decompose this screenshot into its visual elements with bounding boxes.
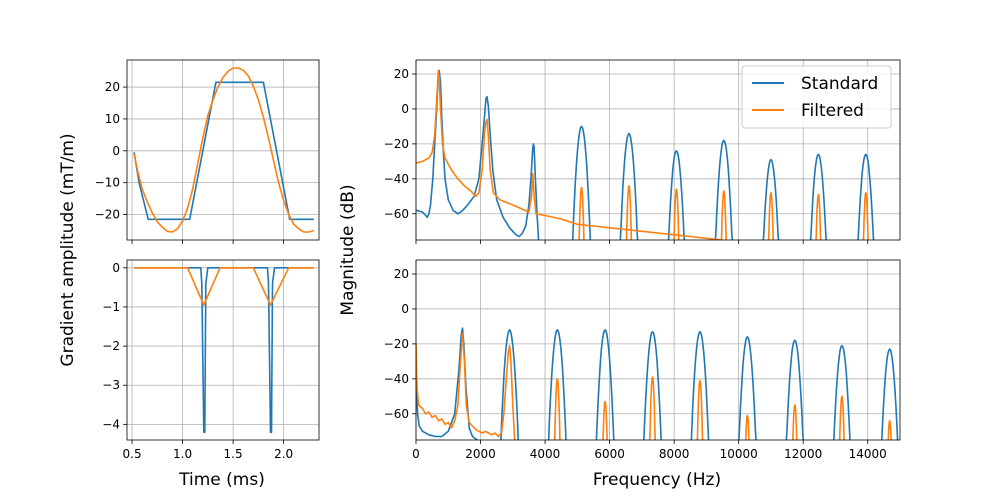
- spectrum-top-filtered-peak-1: [578, 186, 585, 240]
- slew-rate-ytick-label-3: −1: [102, 300, 120, 314]
- slew-rate-xtick-label-0: 0.5: [123, 447, 142, 461]
- panel-spectrum-top: −60 −40 −20 0 20: [384, 59, 901, 244]
- spectrum-bottom-ytick-label-3: 0: [401, 302, 409, 316]
- slew-rate-ytick-label-0: −4: [102, 417, 120, 431]
- slew-rate-xtick-label-2: 1.5: [224, 447, 243, 461]
- spectrum-bottom-xtick-label-0: 0: [412, 447, 420, 461]
- slew-rate-frame: [126, 259, 320, 441]
- spectrum-bottom-xtick-label-2: 4000: [530, 447, 561, 461]
- spectrum-bottom-standard-peak-1: [500, 329, 520, 440]
- spectrum-bottom-standard-peak-9: [881, 348, 899, 440]
- legend-frame: [741, 65, 892, 129]
- slew-rate-ytick-label-2: −2: [102, 339, 120, 353]
- spectrum-bottom-xtick-label-1: 2000: [465, 447, 496, 461]
- spectrum-bottom-standard-peak-3: [595, 329, 615, 440]
- spectrum-bottom-filtered-peak-2: [602, 400, 608, 440]
- spectrum-top-frame: [415, 59, 901, 241]
- spectrum-bottom-standard-peak-5: [690, 330, 710, 440]
- slew-rate-filtered-line: [134, 267, 314, 306]
- spectrum-top-standard-peak-4: [714, 139, 734, 240]
- spectrum-top-standard-peak-6: [809, 153, 827, 240]
- spectrum-top-standard-peak-3: [667, 150, 686, 240]
- spectrum-top-standard-peak-5: [762, 158, 780, 240]
- spectrum-bottom-standard-peak-8: [832, 344, 851, 440]
- spectrum-top-ytick-label-0: −60: [384, 207, 409, 221]
- spectrum-top-standard-peak-2: [619, 132, 639, 240]
- spectrum-top-filtered-peak-7: [862, 192, 869, 240]
- spectrum-bottom-standard-peak-4: [643, 330, 662, 440]
- spectrum-bottom-filtered-peak-1: [553, 378, 561, 440]
- gradient-waveform-ytick-label-2: 0: [112, 144, 120, 158]
- spectrum-bottom-filtered-peak-8: [887, 420, 892, 440]
- spectrum-top-ytick-label-4: 20: [394, 67, 409, 81]
- spectrum-bottom-filtered-peak-6: [792, 404, 798, 440]
- spectrum-bottom-ytick-label-1: −40: [384, 372, 409, 386]
- panel-slew-rate: 0.5 1.0 1.5 2.0 −4 −3 −2 −1 0: [102, 259, 320, 461]
- spectrum-bottom-ytick-label-4: 20: [394, 267, 409, 281]
- spectrum-bottom-frame: [415, 259, 901, 441]
- legend-label-standard: Standard: [801, 74, 878, 94]
- spectrum-top-ytick-label-1: −40: [384, 172, 409, 186]
- left-y-axis-label: Gradient amplitude (mT/m): [58, 133, 78, 366]
- gradient-waveform-ytick-label-1: −10: [95, 176, 120, 190]
- spectrum-bottom-xtick-label-7: 14000: [849, 447, 887, 461]
- spectrum-bottom-standard-peak-6: [738, 336, 757, 440]
- spectrum-bottom-standard-peak-2: [547, 329, 567, 440]
- spectrum-bottom-filtered-peak-5: [744, 414, 750, 440]
- gradient-waveform-ytick-label-3: 10: [105, 112, 120, 126]
- spectrum-bottom-xtick-label-4: 8000: [659, 447, 690, 461]
- spectrum-bottom-ytick-label-2: −20: [384, 337, 409, 351]
- spectrum-bottom-filtered-peak-7: [838, 395, 845, 440]
- spectrum-bottom-xtick-label-3: 6000: [594, 447, 625, 461]
- spectrum-top-standard-peak-7: [857, 153, 875, 240]
- legend: Standard Filtered: [741, 65, 892, 129]
- slew-rate-ytick-label-4: 0: [112, 261, 120, 275]
- spectrum-bottom-filtered-peak-3: [649, 376, 657, 440]
- slew-rate-xtick-label-3: 2.0: [274, 447, 293, 461]
- panel-spectrum-bottom: 0 2000 4000 6000 8000 10000 12000 14000 −60 −40 −2…: [384, 259, 901, 461]
- spectrum-top-filtered-peak-2: [625, 185, 633, 240]
- gradient-waveform-frame: [126, 59, 320, 241]
- spectrum-bottom-ytick-label-0: −60: [384, 407, 409, 421]
- left-x-axis-label: Time (ms): [178, 470, 265, 490]
- gradient-waveform-ytick-label-0: −20: [95, 208, 120, 222]
- spectrum-top-filtered-peak-5: [767, 192, 775, 240]
- spectrum-top-ytick-label-2: −20: [384, 137, 409, 151]
- spectrum-bottom-xtick-label-5: 10000: [720, 447, 758, 461]
- spectrum-bottom-standard-peak-7: [785, 339, 805, 440]
- spectrum-bottom-filtered-baseline: [416, 332, 516, 440]
- panel-gradient-waveform: −20 −10 0 10 20: [95, 59, 320, 244]
- spectrum-top-ytick-label-3: 0: [401, 102, 409, 116]
- spectrum-bottom-standard-baseline: [416, 327, 478, 440]
- gradient-waveform-standard-line: [133, 81, 314, 221]
- spectrum-top-filtered-peak-3: [673, 188, 680, 240]
- gradient-waveform-ytick-label-4: 20: [105, 80, 120, 94]
- right-y-axis-label: Magnitude (dB): [338, 184, 358, 315]
- slew-rate-xtick-label-1: 1.0: [173, 447, 192, 461]
- gradient-waveform-filtered-line: [133, 67, 315, 233]
- spectrum-top-filtered-peak-4: [720, 190, 727, 240]
- right-x-axis-label: Frequency (Hz): [593, 470, 721, 490]
- slew-rate-ytick-label-1: −3: [102, 378, 120, 392]
- spectrum-top-filtered-baseline: [416, 69, 723, 240]
- legend-label-filtered: Filtered: [801, 101, 864, 121]
- spectrum-bottom-xtick-label-6: 12000: [784, 447, 822, 461]
- spectrum-bottom-filtered-peak-4: [696, 379, 704, 440]
- spectrum-top-standard-peak-1: [571, 125, 592, 240]
- spectrum-top-filtered-peak-6: [815, 193, 822, 240]
